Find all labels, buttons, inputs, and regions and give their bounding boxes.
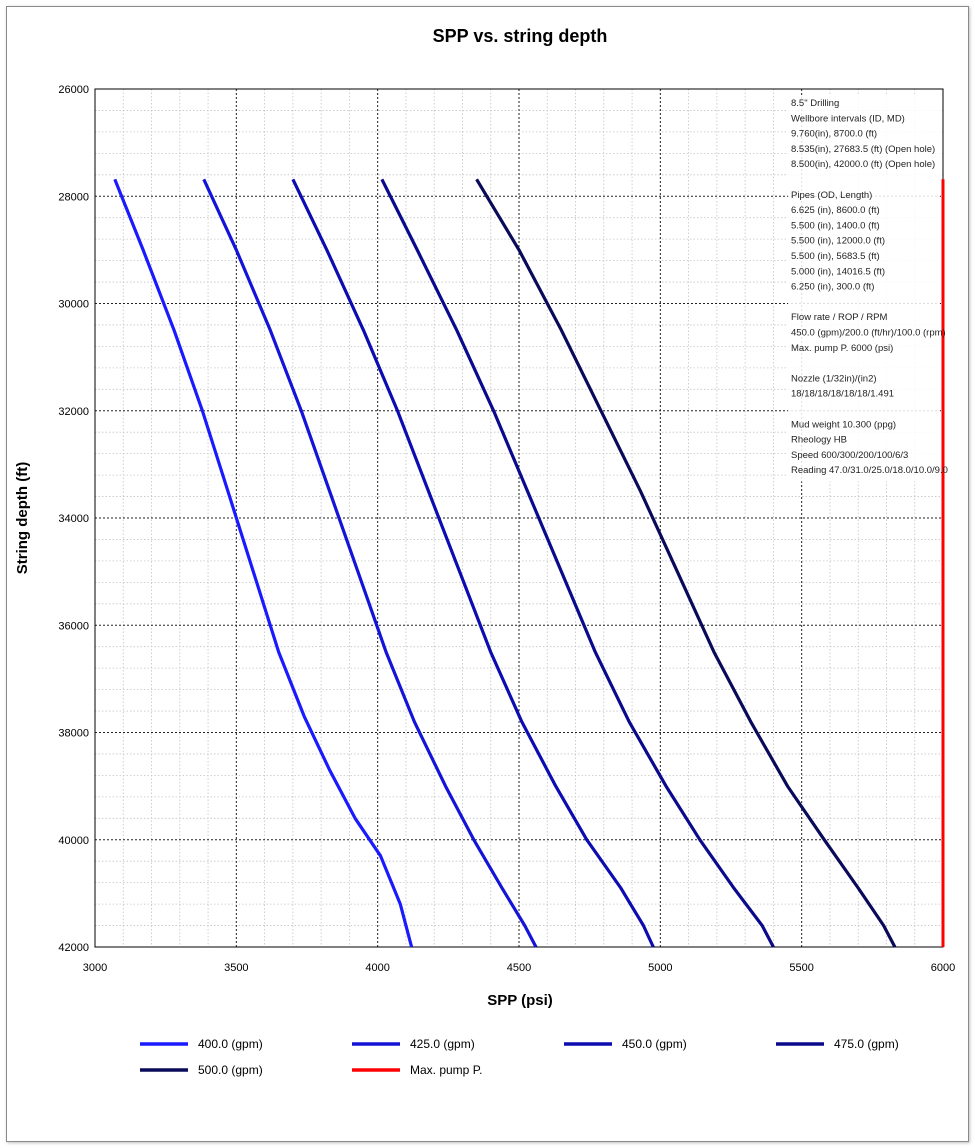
info-line: 5.000 (in), 14016.5 (ft) (791, 266, 885, 277)
info-line: Wellbore intervals (ID, MD) (791, 113, 905, 124)
info-line: 6.625 (in), 8600.0 (ft) (791, 205, 880, 216)
legend-label: 500.0 (gpm) (198, 1063, 263, 1077)
info-line: 8.535(in), 27683.5 (ft) (Open hole) (791, 144, 935, 155)
legend-label: 450.0 (gpm) (622, 1037, 687, 1051)
y-tick-label: 34000 (58, 513, 89, 525)
y-tick-label: 40000 (58, 835, 89, 847)
y-tick-label: 36000 (58, 620, 89, 632)
x-tick-label: 5000 (648, 962, 672, 974)
info-line: Rheology HB (791, 435, 847, 446)
info-line: Pipes (OD, Length) (791, 190, 872, 201)
legend-label: Max. pump P. (410, 1063, 482, 1077)
y-tick-label: 42000 (58, 942, 89, 954)
info-line: 5.500 (in), 5683.5 (ft) (791, 251, 880, 262)
x-tick-label: 5500 (789, 962, 813, 974)
x-tick-label: 6000 (931, 962, 955, 974)
x-tick-label: 4500 (507, 962, 531, 974)
info-line: Mud weight 10.300 (ppg) (791, 419, 896, 430)
x-axis-label: SPP (psi) (487, 992, 553, 1009)
y-axis: 26000 28000 30000 32000 34000 36000 38000 40000… (58, 84, 89, 954)
y-axis-label: String depth (ft) (14, 462, 31, 574)
legend: 400.0 (gpm) 425.0 (gpm) 450.0 (gpm) 475.0 (… (140, 1037, 899, 1077)
info-line: Nozzle (1/32in)/(in2) (791, 373, 877, 384)
info-line: 18/18/18/18/18/18/1.491 (791, 389, 894, 400)
series-line-4 (380, 178, 775, 948)
info-line: 8.500(in), 42000.0 (ft) (Open hole) (791, 159, 935, 170)
info-line: 5.500 (in), 1400.0 (ft) (791, 220, 880, 231)
series-group (113, 178, 945, 948)
info-line: 6.250 (in), 300.0 (ft) (791, 282, 874, 293)
info-panel: 8.5" Drilling Wellbore intervals (ID, MD)… (788, 95, 948, 482)
x-tick-label: 4000 (365, 962, 389, 974)
legend-label: 425.0 (gpm) (410, 1037, 475, 1051)
info-line: Max. pump P. 6000 (psi) (791, 343, 893, 354)
y-tick-label: 38000 (58, 728, 89, 740)
chart-title: SPP vs. string depth (433, 26, 608, 46)
legend-label: 475.0 (gpm) (834, 1037, 899, 1051)
y-tick-label: 28000 (58, 191, 89, 203)
x-tick-label: 3000 (83, 962, 107, 974)
info-line: Speed 600/300/200/100/6/3 (791, 450, 908, 461)
info-panel-background (788, 95, 940, 482)
info-line: 8.5" Drilling (791, 98, 839, 109)
info-line: Flow rate / ROP / RPM (791, 312, 888, 323)
series-line-3 (291, 178, 655, 948)
y-tick-label: 30000 (58, 299, 89, 311)
info-line: Reading 47.0/31.0/25.0/18.0/10.0/9.0 (791, 465, 948, 476)
y-tick-label: 32000 (58, 406, 89, 418)
legend-label: 400.0 (gpm) (198, 1037, 263, 1051)
info-line: 450.0 (gpm)/200.0 (ft/hr)/100.0 (rpm) (791, 328, 946, 339)
y-tick-label: 26000 (58, 84, 89, 96)
series-line-1 (113, 178, 414, 948)
info-line: 9.760(in), 8700.0 (ft) (791, 129, 877, 140)
series-line-5 (475, 178, 897, 948)
series-line-2 (202, 178, 538, 948)
info-line: 5.500 (in), 12000.0 (ft) (791, 236, 885, 247)
x-tick-label: 3500 (224, 962, 248, 974)
x-axis: 3000 3500 4000 4500 5000 5500 6000 (83, 962, 955, 974)
